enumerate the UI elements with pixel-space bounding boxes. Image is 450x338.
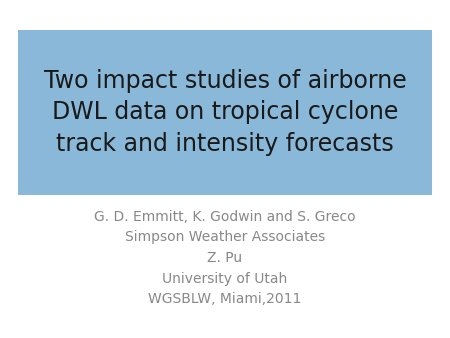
Text: G. D. Emmitt, K. Godwin and S. Greco
Simpson Weather Associates
Z. Pu
University: G. D. Emmitt, K. Godwin and S. Greco Sim… [94,210,356,306]
FancyBboxPatch shape [18,30,432,195]
Text: Two impact studies of airborne
DWL data on tropical cyclone
track and intensity : Two impact studies of airborne DWL data … [44,69,406,156]
